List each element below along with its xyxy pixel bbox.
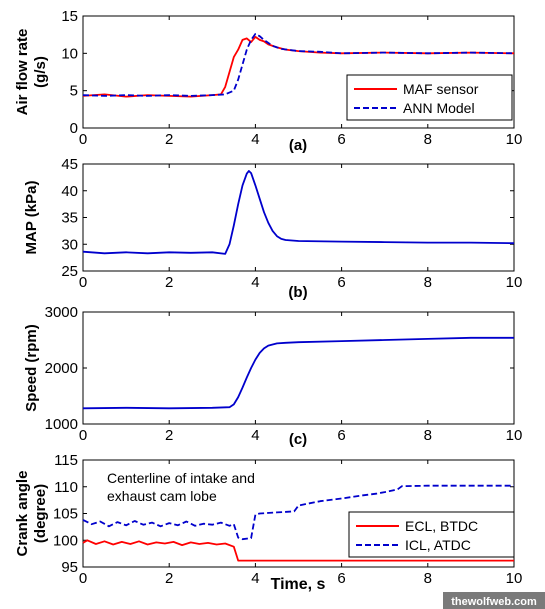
legend-label: ECL, BTDC [405, 518, 478, 534]
x-tick-label: 6 [337, 131, 345, 148]
y-tick-label: 5 [70, 83, 78, 100]
y-tick-label: 95 [61, 559, 78, 576]
legend-box [348, 511, 515, 558]
series-line-icl-atdc [82, 484, 514, 541]
y-tick-label: 3000 [45, 304, 78, 321]
y-tick-label: 15 [61, 8, 78, 25]
y-axis-label: (degree) [32, 484, 49, 543]
legend-label: ANN Model [403, 100, 475, 116]
y-axis-label: Crank angle [14, 471, 31, 557]
x-tick-label: 0 [79, 131, 87, 148]
panel-map: 0 2 4 6 8 10 25 30 35 40 45 MAP (kPa) (b) [23, 156, 522, 301]
x-tick-label: 10 [506, 427, 523, 444]
y-tick-label: 25 [61, 263, 78, 280]
series-line [82, 336, 514, 410]
panel-speed: 0 2 4 6 8 10 1000 2000 3000 Speed (rpm) (c) [23, 304, 522, 448]
x-tick-label: 8 [424, 131, 432, 148]
y-axis-label: MAP (kPa) [23, 181, 40, 255]
panel-label: (c) [289, 431, 307, 448]
y-tick-label: 105 [53, 506, 78, 523]
annotation-text: exhaust cam lobe [107, 488, 217, 504]
legend-box [346, 74, 513, 121]
y-tick-label: 2000 [45, 360, 78, 377]
x-axis-label: Time, s [271, 576, 326, 593]
y-tick-label: 110 [54, 479, 78, 496]
panel-label: (b) [288, 284, 307, 301]
x-tick-label: 2 [165, 131, 173, 148]
x-tick-label: 4 [251, 570, 259, 587]
y-tick-label: 1000 [45, 416, 78, 433]
x-tick-label: 0 [79, 570, 87, 587]
x-tick-label: 8 [424, 427, 432, 444]
legend: ECL, BTDC ICL, ATDC [348, 511, 515, 558]
axes-frame [82, 311, 515, 425]
y-tick-label: 10 [61, 45, 78, 62]
legend-label: MAF sensor [403, 81, 479, 97]
x-tick-label: 4 [251, 131, 259, 148]
y-tick-label: 0 [70, 120, 78, 137]
watermark-background [443, 592, 545, 609]
x-tick-label: 10 [506, 274, 523, 291]
y-axis-label: (g/s) [32, 56, 49, 88]
y-axis-label: Speed (rpm) [23, 324, 40, 412]
x-tick-label: 8 [424, 274, 432, 291]
x-tick-label: 6 [337, 570, 345, 587]
y-tick-label: 40 [61, 183, 78, 200]
x-tick-label: 10 [506, 131, 523, 148]
x-tick-label: 2 [165, 427, 173, 444]
series-line [82, 170, 515, 255]
x-tick-label: 6 [337, 274, 345, 291]
y-tick-label: 30 [61, 236, 78, 253]
series-line-ecl-btdc [82, 539, 514, 562]
panel-air-flow: 0 2 4 6 8 10 0 5 10 15 Air flow rate (g/s) (a) MAF se… [14, 8, 522, 154]
x-tick-label: 8 [424, 570, 432, 587]
x-tick-label: 6 [337, 427, 345, 444]
legend-label: ICL, ATDC [405, 537, 471, 553]
annotation-text: Centerline of intake and [107, 470, 255, 486]
y-tick-label: 45 [61, 156, 78, 173]
y-tick-label: 115 [54, 452, 78, 469]
panel-crank-angle: 0 2 4 6 8 10 95 100 105 110 115 Crank angle (degree)… [14, 452, 522, 593]
y-tick-label: 35 [61, 210, 78, 227]
legend: MAF sensor ANN Model [346, 74, 513, 121]
y-tick-label: 100 [53, 532, 78, 549]
panel-label: (a) [289, 137, 307, 154]
x-tick-label: 2 [165, 570, 173, 587]
x-tick-label: 0 [79, 274, 87, 291]
watermark: thewolfweb.com [451, 596, 537, 608]
x-tick-label: 4 [251, 274, 259, 291]
x-tick-label: 4 [251, 427, 259, 444]
x-tick-label: 2 [165, 274, 173, 291]
x-tick-label: 10 [506, 570, 523, 587]
axes-frame [82, 163, 515, 272]
series-line-ann-model [82, 33, 515, 97]
x-tick-label: 0 [79, 427, 87, 444]
y-axis-label: Air flow rate [14, 29, 31, 116]
